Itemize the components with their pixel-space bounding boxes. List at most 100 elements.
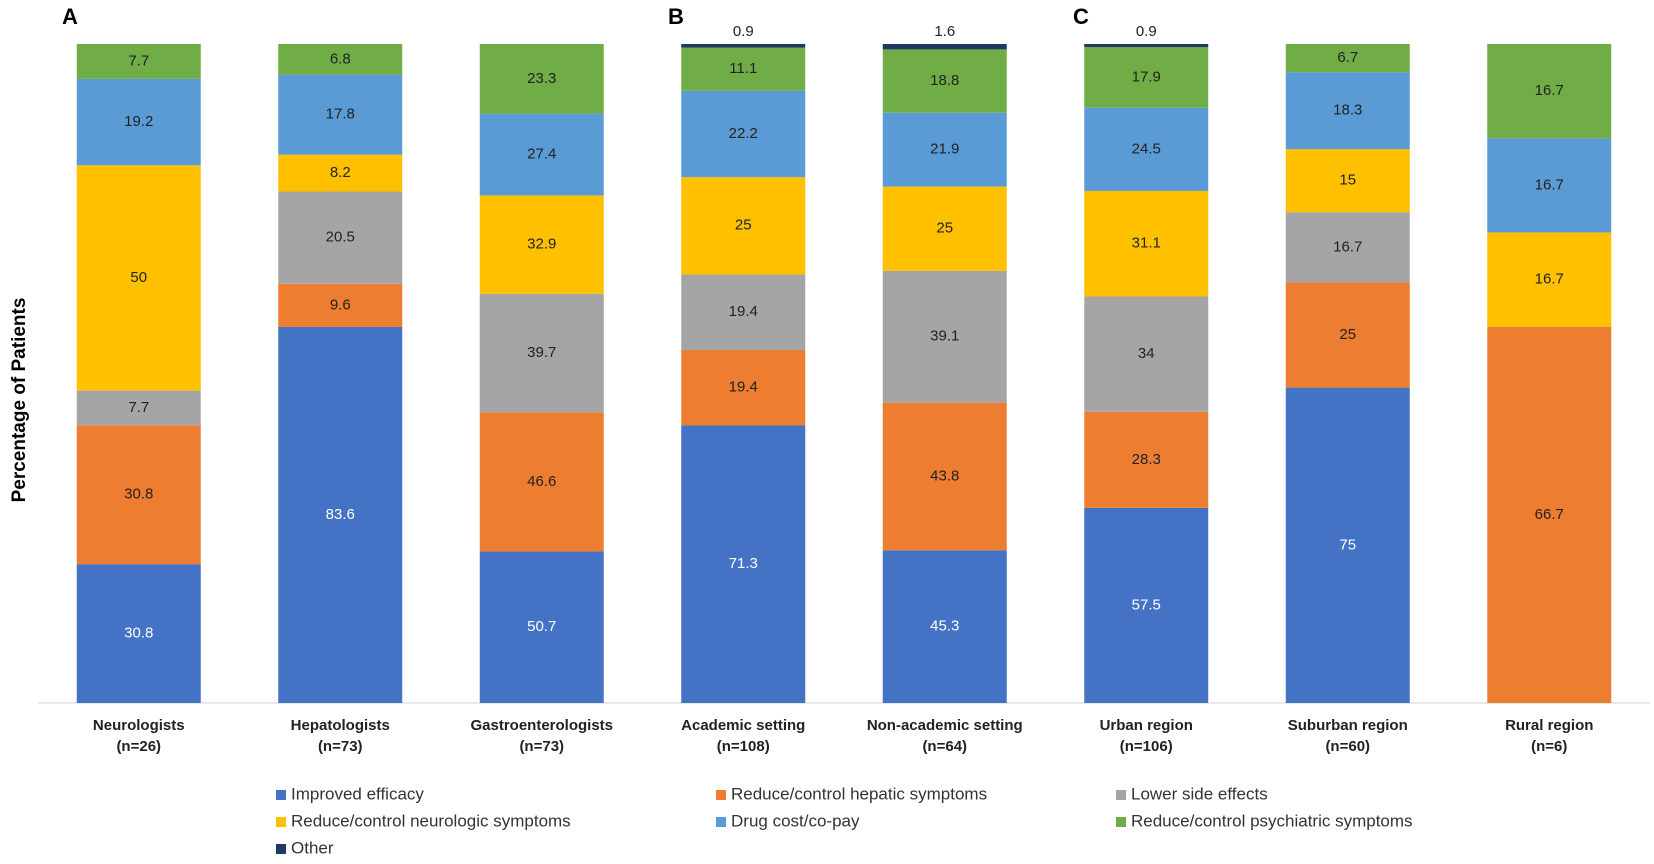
data-label: 25: [1339, 326, 1356, 343]
data-label: 0.9: [733, 23, 754, 40]
bar-segment: [1285, 149, 1410, 213]
legend-label: Reduce/control hepatic symptoms: [731, 784, 987, 803]
legend-marker: [276, 817, 286, 827]
bar-segment: [479, 44, 604, 114]
data-label: 39.1: [930, 328, 959, 345]
data-label: 46.6: [527, 473, 556, 490]
x-tick-label: Academic setting (n=108): [681, 717, 805, 755]
legend-marker: [716, 790, 726, 800]
legend-marker: [1116, 817, 1126, 827]
bar-segment: [479, 195, 604, 294]
bar-segment: [681, 274, 806, 350]
data-label: 11.1: [729, 60, 757, 77]
data-label: 39.7: [527, 344, 556, 361]
bar-segment: [681, 90, 806, 178]
bar-segment: [1084, 190, 1209, 297]
bar-segment: [882, 112, 1007, 187]
legend-label: Lower side effects: [1131, 784, 1268, 803]
bar-segment: [479, 293, 604, 413]
bar-segment: [882, 44, 1007, 50]
bar-segment: [76, 44, 201, 79]
data-label: 6.8: [330, 50, 351, 67]
bar-segment: [882, 186, 1007, 271]
bar-segment: [882, 550, 1007, 703]
legend-label: Drug cost/co-pay: [731, 811, 860, 830]
bar-segment: [278, 283, 403, 327]
bar-segment: [1487, 232, 1612, 327]
data-label: 1.6: [934, 23, 955, 40]
bar-segment: [1285, 44, 1410, 73]
x-tick-label: Non-academic setting (n=64): [867, 717, 1023, 755]
bar-segment: [882, 402, 1007, 551]
data-label: 16.7: [1535, 176, 1564, 193]
bar-segment: [1084, 107, 1209, 191]
data-label: 45.3: [930, 618, 959, 635]
data-label: 31.1: [1132, 235, 1161, 252]
bar-segment: [681, 177, 806, 275]
bar-segment: [1084, 507, 1209, 703]
bar-segment: [76, 564, 201, 703]
data-label: 21.9: [930, 141, 959, 158]
legend-marker: [1116, 790, 1126, 800]
legend-label: Reduce/control psychiatric symptoms: [1131, 811, 1413, 830]
data-label: 17.8: [326, 106, 355, 123]
data-label: 50.7: [527, 618, 556, 635]
legend-marker: [716, 817, 726, 827]
data-label: 57.5: [1132, 596, 1161, 613]
data-label: 75: [1339, 536, 1356, 553]
data-label: 71.3: [729, 555, 758, 572]
data-label: 6.7: [1337, 49, 1358, 66]
data-label: 28.3: [1132, 451, 1161, 468]
bar-segment: [479, 113, 604, 196]
data-label: 18.8: [930, 72, 959, 89]
bar-segment: [1084, 411, 1209, 508]
legend-marker: [276, 790, 286, 800]
bar-segment: [1084, 47, 1209, 108]
legend-label: Improved efficacy: [291, 784, 424, 803]
bar-segment: [479, 551, 604, 703]
bar-segment: [1487, 326, 1612, 703]
data-label: 34: [1138, 345, 1155, 362]
bar-segment: [278, 191, 403, 284]
x-tick-label: Neurologists (n=26): [93, 717, 185, 755]
panel-label: A: [62, 4, 78, 29]
bar-segment: [1487, 44, 1612, 139]
data-label: 83.6: [326, 506, 355, 523]
data-label: 30.8: [124, 625, 153, 642]
bar-segment: [882, 270, 1007, 403]
data-label: 16.7: [1535, 271, 1564, 288]
data-label: 43.8: [930, 467, 959, 484]
data-label: 16.7: [1535, 82, 1564, 99]
bar-segment: [1084, 296, 1209, 412]
data-label: 50: [130, 269, 147, 286]
bar-segment: [1487, 138, 1612, 233]
data-label: 30.8: [124, 486, 153, 503]
data-label: 8.2: [330, 164, 351, 181]
data-label: 19.2: [124, 113, 153, 130]
data-label: 15: [1339, 172, 1356, 189]
bar-segment: [882, 49, 1007, 113]
x-tick-label: Rural region (n=6): [1505, 717, 1593, 755]
bar-segment: [76, 165, 201, 391]
bar-segment: [1285, 72, 1410, 150]
bar-segment: [278, 74, 403, 155]
data-label: 16.7: [1333, 238, 1362, 255]
panel-label: B: [668, 4, 684, 29]
data-label: 27.4: [527, 145, 556, 162]
bar-segment: [681, 44, 806, 48]
bar-segment: [278, 44, 403, 75]
data-label: 23.3: [527, 70, 556, 87]
data-label: 19.4: [729, 303, 758, 320]
x-tick-label: Suburban region (n=60): [1288, 717, 1408, 755]
data-label: 20.5: [326, 229, 355, 246]
legend-label: Other: [291, 838, 334, 857]
data-label: 32.9: [527, 236, 556, 253]
bar-segment: [278, 326, 403, 703]
y-axis-label: Percentage of Patients: [9, 298, 30, 503]
x-tick-label: Hepatologists (n=73): [291, 717, 390, 755]
data-label: 18.3: [1333, 102, 1362, 119]
x-tick-label: Gastroenterologists (n=73): [470, 717, 613, 755]
data-label: 25: [735, 217, 752, 234]
data-label: 7.7: [128, 399, 149, 416]
